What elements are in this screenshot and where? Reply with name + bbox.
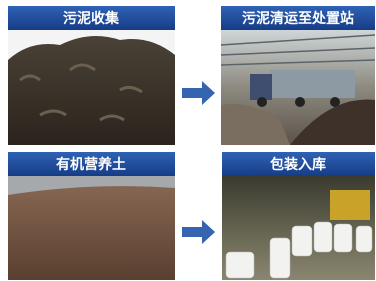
panel: 包装入库	[222, 152, 375, 280]
photo	[8, 176, 175, 280]
panel: 有机营养土	[8, 152, 175, 280]
process-diagram: 污泥收集 污泥清运至处置站 有机营养土 包装入库	[0, 0, 376, 281]
panel: 污泥清运至处置站	[221, 6, 375, 145]
panel-label: 包装入库	[270, 156, 326, 173]
panel-label: 污泥收集	[63, 10, 120, 27]
wheel	[257, 97, 267, 107]
arrow	[182, 220, 215, 244]
panel-label: 污泥清运至处置站	[242, 10, 354, 27]
truck-cab	[250, 74, 272, 100]
panel-label: 有机营养土	[56, 156, 126, 173]
machine	[330, 190, 370, 220]
panel: 污泥收集	[8, 6, 175, 145]
truck-bed	[270, 70, 355, 98]
sludge-pile	[8, 36, 175, 145]
wheel	[295, 97, 305, 107]
arrow	[182, 81, 215, 105]
page: 污泥收集 污泥清运至处置站 有机营养土 包装入库	[0, 0, 376, 281]
